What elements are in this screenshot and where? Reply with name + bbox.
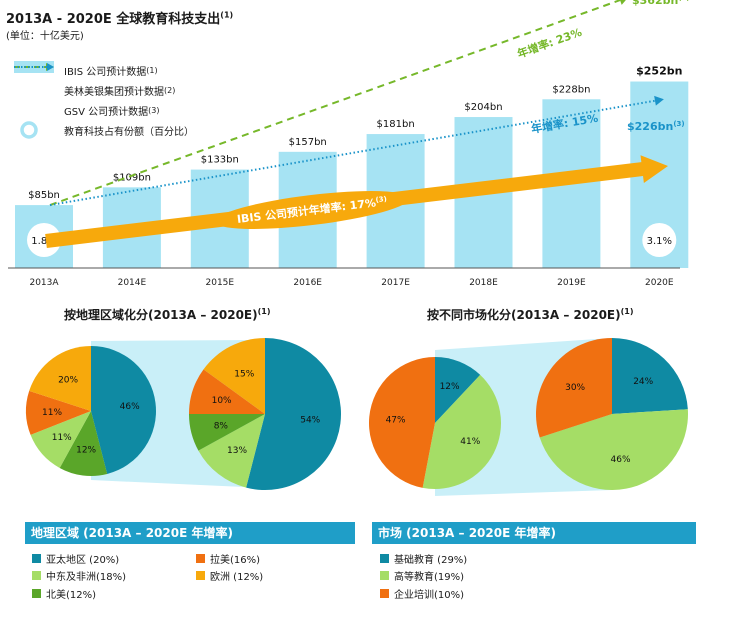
- x-tick-label: 2017E: [381, 278, 410, 288]
- market-2013-pie-slice: [369, 357, 435, 488]
- geo-2013-pie-slice: [29, 346, 91, 411]
- bar-value-label: $109bn: [113, 172, 151, 183]
- market-panel-title: 按不同市场化分(2013A – 2020E)(1): [427, 307, 634, 322]
- market-2020-pie-slice-label: 24%: [633, 377, 653, 387]
- geo-legend-na: 北美(12%): [32, 586, 96, 601]
- chart-title: 2013A - 2020E 全球教育科技支出(1): [6, 10, 234, 27]
- geo-zoom-funnel: [91, 340, 265, 488]
- geo-legend-mea: 中东及非洲(18%): [32, 568, 126, 583]
- geo-2013-pie-slice-label: 46%: [120, 402, 140, 412]
- bar-value-label: $85bn: [28, 190, 60, 201]
- gsv-end-label: $226bn(3): [627, 120, 685, 133]
- geo-2013-pie-slice: [91, 346, 157, 474]
- x-tick-label: 2019E: [557, 278, 586, 288]
- x-tick-label: 2018E: [469, 278, 498, 288]
- geo-2013-pie-slice: [30, 411, 91, 468]
- geo-2020-pie-slice-label: 15%: [234, 369, 254, 379]
- market-legend-header: 市场 (2013A – 2020E 年增率): [372, 522, 696, 544]
- ml-end-label: $362bn(2): [632, 0, 690, 7]
- share-bubble: [642, 223, 677, 257]
- bar-value-label: $133bn: [201, 155, 239, 166]
- market-legend-k12: 基础教育 (29%): [380, 551, 467, 566]
- ml-rate-label: 年增率: 23%: [515, 25, 583, 61]
- legend-label-gsv: GSV 公司预计数据: [64, 106, 149, 118]
- geo-2013-pie-slice-label: 12%: [76, 446, 96, 456]
- unit-label: (单位：十亿美元): [6, 31, 84, 42]
- geo-2020-pie-slice-label: 8%: [214, 421, 229, 431]
- geo-2013-pie-slice-label: 11%: [42, 408, 62, 418]
- legend-item-share: 教育科技占有份额（百分比）: [12, 120, 194, 140]
- geo-2013-pie-slice-label: 20%: [58, 375, 78, 385]
- geo-panel-title: 按地理区域化分(2013A – 2020E)(1): [64, 307, 271, 322]
- geo-2020-pie-slice: [198, 414, 265, 488]
- geo-2020-pie-slice-label: 13%: [227, 446, 247, 456]
- geo-legend-header: 地理区域 (2013A – 2020E 年增率): [25, 522, 355, 544]
- ml-trend-arrowhead: [619, 0, 626, 5]
- geo-legend-latam: 拉美(16%): [196, 551, 260, 566]
- geo-2020-pie-slice: [246, 338, 342, 490]
- market-legend-higher: 高等教育(19%): [380, 568, 464, 583]
- market-2020-pie-slice-label: 46%: [611, 455, 631, 465]
- geo-2020-pie-slice-label: 10%: [212, 396, 232, 406]
- bar-value-label: $228bn: [552, 84, 590, 95]
- geo-2020-pie-slice: [189, 369, 265, 414]
- market-2013-pie-slice: [422, 374, 501, 489]
- legend-swatch-gsv: [12, 63, 56, 117]
- main-legend: IBIS 公司预计数据 (1) 美林美银集团预计数据 (2) GSV 公司预计数据(…: [12, 60, 194, 140]
- geo-2013-pie-slice-label: 11%: [52, 433, 72, 443]
- geo-2013-pie-slice: [59, 411, 108, 477]
- market-2013-pie-slice-label: 47%: [386, 415, 406, 425]
- market-2013-pie-slice: [435, 357, 481, 423]
- x-tick-label: 2015E: [206, 278, 235, 288]
- bar-chart: 2013A $85bn 2014E $109bn 2015E $133bn 2016E $15…: [8, 0, 690, 288]
- share-label: 1.8%: [31, 236, 56, 247]
- share-label: 3.1%: [647, 236, 672, 247]
- market-zoom-funnel: [435, 338, 612, 496]
- bar-value-label: $181bn: [377, 119, 415, 130]
- legend-label-ibis: IBIS 公司预计数据: [64, 66, 147, 78]
- x-tick-label: 2013A: [29, 278, 59, 288]
- share-bubble: [27, 223, 61, 257]
- market-2020-pie-slice: [539, 409, 688, 490]
- x-tick-label: 2016E: [293, 278, 322, 288]
- geo-2020-pie-slice: [203, 338, 265, 414]
- market-2020-pie-slice: [612, 338, 688, 414]
- bar-value-label: $157bn: [289, 137, 327, 148]
- gsv-trend-arrowhead: [654, 95, 664, 106]
- geo-legend-europe: 欧洲 (12%): [196, 568, 263, 583]
- x-tick-label: 2014E: [118, 278, 147, 288]
- legend-label-ml: 美林美银集团预计数据: [64, 86, 164, 98]
- market-legend-corp: 企业培训(10%): [380, 586, 464, 601]
- market-2020-pie-slice-label: 30%: [565, 383, 585, 393]
- geo-2020-pie-slice: [189, 414, 265, 451]
- legend-item-gsv: GSV 公司预计数据 (3): [12, 63, 194, 120]
- geo-2020-pie-slice-label: 54%: [300, 416, 320, 426]
- geo-2013-pie-slice: [26, 390, 91, 435]
- bar-value-label: $252bn: [636, 65, 682, 78]
- market-2013-pie-slice-label: 41%: [460, 437, 480, 447]
- x-tick-label: 2020E: [645, 278, 674, 288]
- market-2020-pie-slice: [536, 338, 612, 438]
- legend-swatch-share: [12, 121, 56, 139]
- bar-value-label: $204bn: [464, 102, 502, 113]
- geo-legend-apac: 亚太地区 (20%): [32, 551, 119, 566]
- market-2013-pie-slice-label: 12%: [440, 382, 460, 392]
- legend-label-share: 教育科技占有份额（百分比）: [64, 126, 194, 138]
- ml-trend-line: [49, 0, 621, 207]
